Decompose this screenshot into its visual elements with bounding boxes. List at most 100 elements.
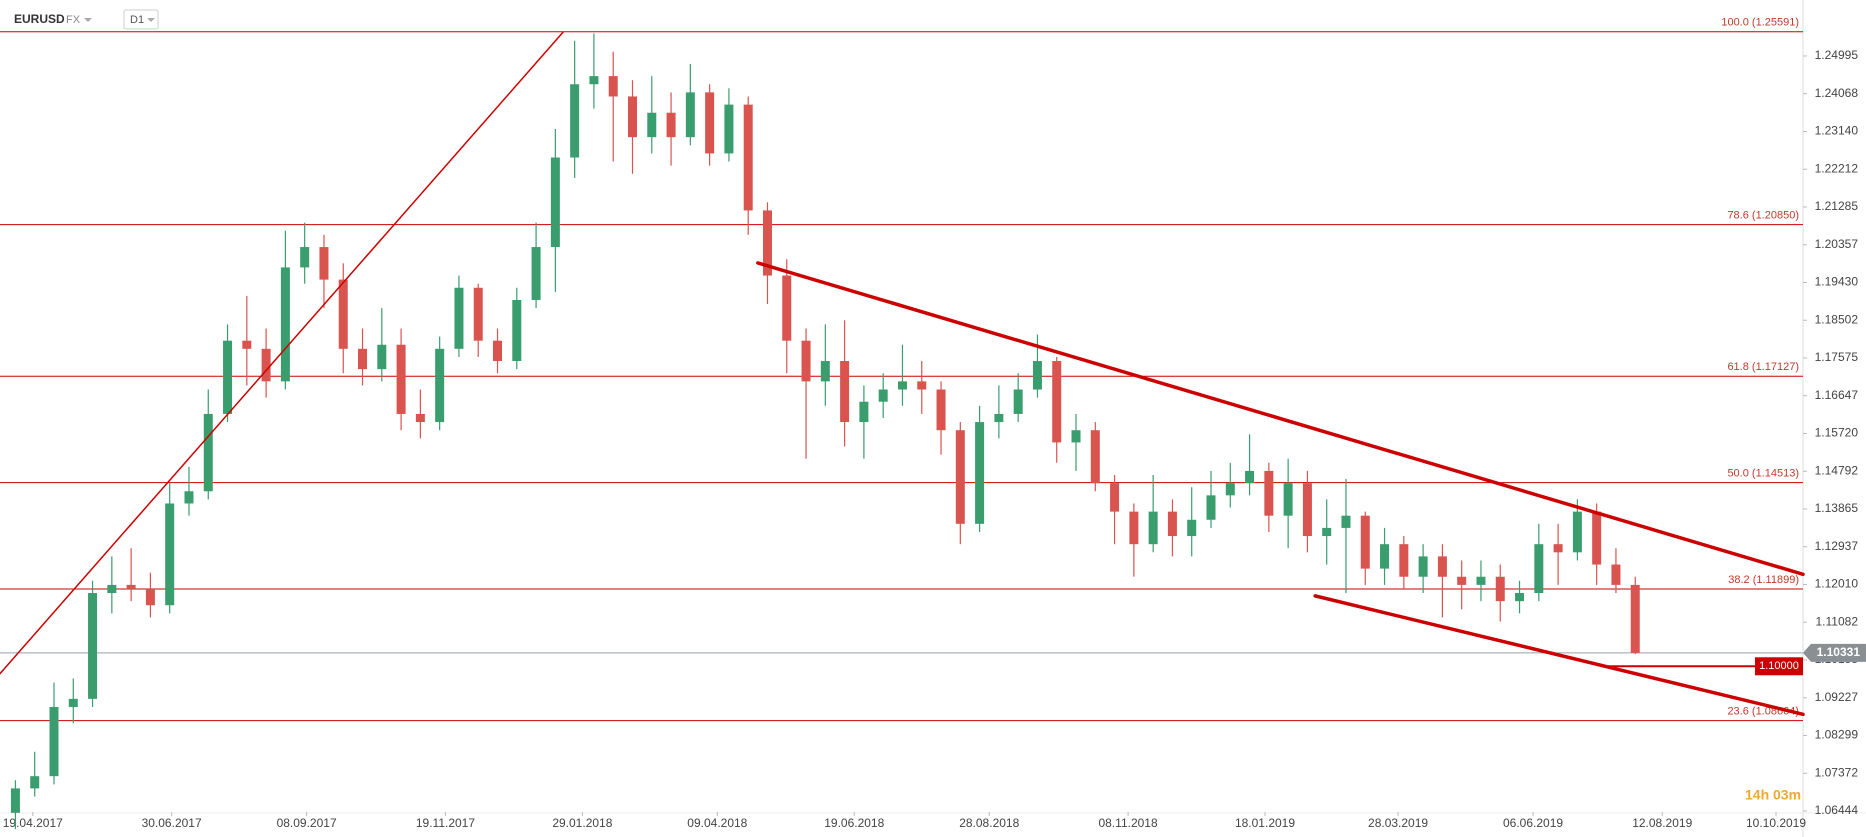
trendline (1313, 594, 1805, 717)
candle-body (1534, 544, 1544, 594)
candle-body (994, 413, 1004, 423)
candle-body (1167, 511, 1177, 537)
candle-body (454, 287, 464, 349)
candle-body (435, 348, 445, 423)
x-tick-label: 19.06.2018 (824, 816, 884, 830)
market[interactable]: FX (66, 14, 81, 26)
candle-body (1495, 576, 1505, 602)
y-tick-label: 1.08299 (1815, 728, 1859, 742)
candle-body (68, 698, 78, 707)
candle-body (840, 361, 850, 423)
candle-body (1322, 527, 1332, 537)
candle-body (1225, 483, 1235, 496)
candle-body (415, 413, 425, 423)
candle-body (377, 344, 387, 370)
candle-body (917, 381, 927, 390)
candle-body (30, 776, 40, 789)
candle-body (1283, 483, 1293, 516)
candle-body (685, 92, 695, 138)
candle-body (1052, 361, 1062, 443)
market-caret (84, 18, 92, 22)
trendline (0, 31, 564, 675)
candle-body (1592, 511, 1602, 565)
candle-body (261, 348, 271, 382)
candle-body (512, 299, 522, 362)
candle-body (1380, 544, 1390, 569)
candle-body (473, 287, 483, 341)
candle-body (570, 84, 580, 158)
y-tick-label: 1.07372 (1815, 765, 1859, 779)
candle-body (531, 247, 541, 300)
y-tick-label: 1.06444 (1815, 803, 1859, 817)
candle-body (1187, 519, 1197, 537)
candle-body (801, 340, 811, 382)
fib-label: 100.0 (1.25591) (1721, 17, 1799, 29)
candle-body (589, 76, 599, 85)
timeframe-box[interactable] (123, 9, 159, 30)
candle-body (897, 381, 907, 390)
y-tick-label: 1.20357 (1815, 237, 1859, 251)
candle-body (358, 348, 368, 370)
candle-body (49, 706, 59, 777)
y-tick-label: 1.22212 (1815, 161, 1859, 175)
y-tick-label: 1.17575 (1815, 350, 1859, 364)
fib-label: 50.0 (1.14513) (1727, 468, 1799, 480)
candle-body (608, 76, 618, 97)
candle-body (627, 96, 637, 138)
fib-label: 78.6 (1.20850) (1727, 210, 1799, 222)
candle-body (1360, 515, 1370, 569)
candle-body (820, 361, 830, 382)
candle-body (338, 279, 348, 349)
target-box (1755, 657, 1803, 676)
x-tick-label: 08.11.2018 (1098, 816, 1157, 830)
candle-body (300, 247, 310, 268)
y-tick-label: 1.14792 (1815, 463, 1859, 477)
candle-body (1630, 584, 1640, 653)
x-tick-label: 28.08.2018 (959, 816, 1019, 830)
candle-body (10, 788, 20, 813)
fib-label: 38.2 (1.11899) (1728, 574, 1799, 586)
y-tick-label: 1.09227 (1815, 690, 1859, 704)
current-price-box (1803, 643, 1866, 662)
x-tick-label: 09.04.2018 (687, 816, 747, 830)
target-label: 1.10000 (1759, 660, 1799, 672)
candle-body (493, 340, 503, 362)
candle-body (1572, 511, 1582, 553)
candle-body (1129, 511, 1139, 545)
candle-body (550, 157, 560, 248)
x-tick-label: 10.10.2019 (1746, 816, 1806, 830)
candle-body (1090, 430, 1100, 484)
x-tick-label: 12.08.2019 (1632, 816, 1692, 830)
timeframe[interactable]: D1 (130, 14, 144, 26)
candle-body (1457, 576, 1467, 585)
candle-body (1032, 361, 1042, 390)
timeframe-caret (147, 18, 155, 22)
candle-body (1245, 470, 1255, 484)
candle-body (878, 389, 888, 402)
candle-body (705, 92, 715, 154)
y-tick-label: 1.21285 (1815, 199, 1859, 213)
candle-body (1071, 430, 1081, 443)
y-tick-label: 1.12937 (1815, 539, 1859, 553)
x-tick-label: 18.01.2019 (1235, 816, 1295, 830)
x-tick-label: 19.11.2017 (416, 816, 475, 830)
candle-body (1553, 544, 1563, 553)
x-tick-label: 30.06.2017 (142, 816, 202, 830)
y-tick-label: 1.12010 (1815, 577, 1859, 591)
y-tick-label: 1.19430 (1815, 275, 1859, 289)
x-tick-label: 29.01.2018 (552, 816, 612, 830)
candle-body (1611, 564, 1621, 585)
y-tick-label: 1.24068 (1815, 86, 1859, 100)
y-tick-label: 1.18502 (1815, 312, 1859, 326)
candle-body (319, 247, 329, 280)
candle-body (107, 584, 117, 594)
y-tick-label: 1.16647 (1815, 388, 1859, 402)
candle-body (1341, 515, 1351, 528)
candle-body (88, 593, 98, 699)
candle-body (1476, 576, 1486, 585)
x-tick-label: 19.04.2017 (3, 816, 63, 830)
countdown: 14h 03m (1745, 787, 1801, 803)
candle-body (782, 275, 792, 341)
